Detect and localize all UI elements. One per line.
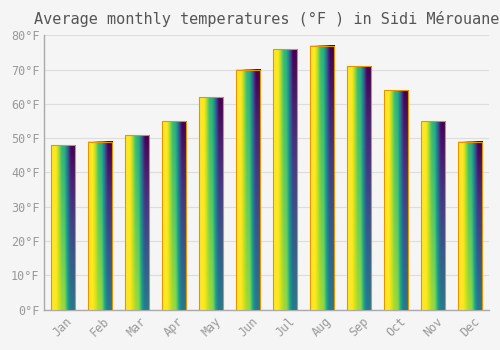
Bar — [125, 135, 149, 310]
Bar — [162, 121, 186, 310]
Bar — [273, 49, 297, 310]
Bar — [236, 70, 260, 310]
Title: Average monthly temperatures (°F ) in Sidi Mérouane: Average monthly temperatures (°F ) in Si… — [34, 11, 500, 27]
Bar — [458, 142, 482, 310]
Bar — [384, 90, 408, 310]
Bar — [347, 66, 372, 310]
Bar — [422, 121, 446, 310]
Bar — [51, 145, 75, 310]
Bar — [88, 142, 112, 310]
Bar — [310, 46, 334, 310]
Bar — [199, 97, 223, 310]
